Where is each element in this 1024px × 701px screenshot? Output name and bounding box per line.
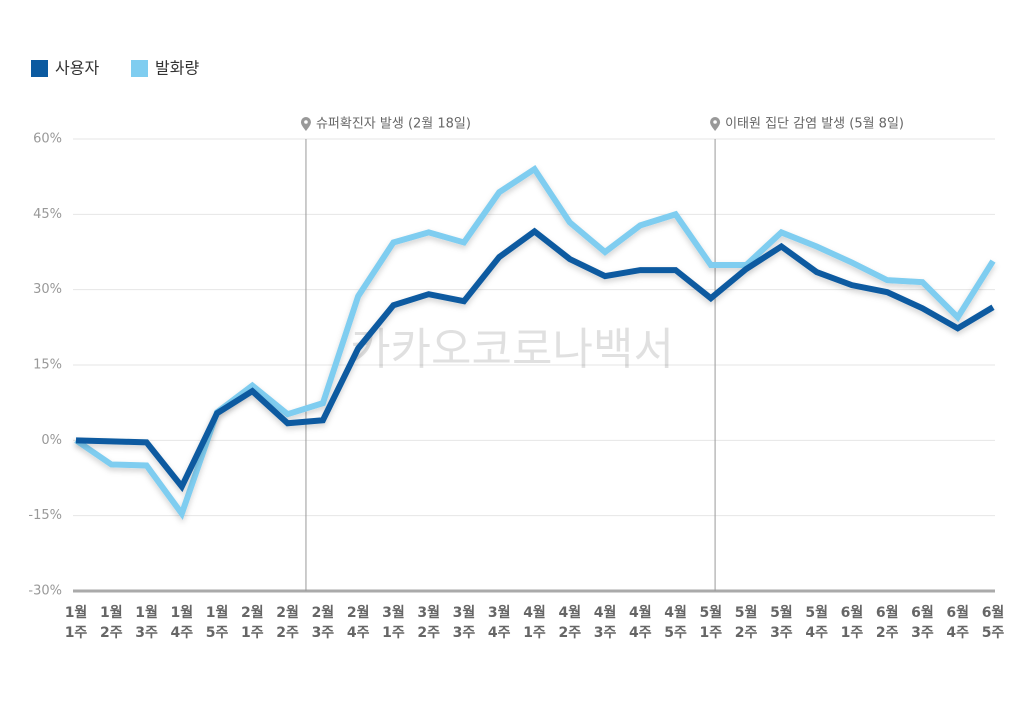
x-tick-label: 3월 [453, 604, 476, 621]
x-tick-label: 3월 [382, 604, 405, 621]
x-tick-label: 4주 [170, 625, 193, 641]
x-tick-label: 4주 [488, 625, 511, 641]
x-tick-label: 1월 [65, 604, 88, 621]
x-tick-label: 5주 [664, 625, 687, 641]
annotation-pin-hole [713, 120, 717, 124]
y-tick-label: 0% [41, 433, 62, 448]
x-tick-label: 3월 [488, 604, 511, 621]
x-tick-label: 3월 [417, 604, 440, 621]
x-tick-label: 3주 [770, 625, 793, 641]
x-tick-label: 5월 [770, 604, 793, 621]
x-tick-label: 3주 [135, 625, 158, 641]
x-tick-label: 1주 [241, 625, 264, 641]
x-tick-label: 6월 [982, 604, 1005, 621]
annotation-pin-hole [304, 120, 308, 124]
x-tick-label: 5월 [735, 604, 758, 621]
x-tick-label: 6월 [841, 604, 864, 621]
x-tick-label: 6월 [911, 604, 934, 621]
series-line [75, 227, 995, 493]
x-tick-label: 1주 [700, 625, 723, 641]
y-tick-label: -15% [28, 508, 62, 523]
x-tick-label: 5월 [805, 604, 828, 621]
x-tick-label: 2월 [312, 604, 335, 621]
watermark: 카카오코로나백서 [350, 324, 674, 375]
legend-swatch [131, 60, 148, 77]
x-tick-label: 3주 [911, 625, 934, 641]
x-tick-label: 2주 [876, 625, 899, 641]
legend-label: 사용자 [55, 59, 99, 78]
x-tick-label: 2주 [558, 625, 581, 641]
y-tick-label: 30% [33, 282, 62, 297]
x-tick-label: 4주 [805, 625, 828, 641]
annotation-pin [710, 117, 721, 131]
x-tick-label: 4월 [629, 604, 652, 621]
x-tick-label: 4월 [523, 604, 546, 621]
x-tick-label: 2주 [276, 625, 299, 641]
x-tick-label: 2월 [276, 604, 299, 621]
x-tick-label: 4주 [629, 625, 652, 641]
x-tick-label: 2주 [100, 625, 123, 641]
x-tick-label: 5주 [982, 625, 1005, 641]
x-tick-label: 2주 [417, 625, 440, 641]
x-tick-label: 6월 [876, 604, 899, 621]
x-tick-label: 4월 [664, 604, 687, 621]
annotation-label: 슈퍼확진자 발생 (2월 18일) [316, 117, 471, 132]
x-tick-label: 5월 [700, 604, 723, 621]
x-tick-label: 4주 [946, 625, 969, 641]
x-tick-label: 3주 [453, 625, 476, 641]
x-tick-label: 1월 [170, 604, 193, 621]
x-tick-label: 1주 [523, 625, 546, 641]
x-tick-label: 2월 [347, 604, 370, 621]
x-tick-label: 1월 [206, 604, 229, 621]
x-tick-label: 3주 [312, 625, 335, 641]
legend-label: 발화량 [155, 59, 199, 78]
x-tick-label: 6월 [946, 604, 969, 621]
annotation-pin [300, 117, 311, 131]
x-tick-label: 1월 [135, 604, 158, 621]
x-tick-label: 3주 [594, 625, 617, 641]
x-tick-label: 2주 [735, 625, 758, 641]
x-tick-label: 1주 [841, 625, 864, 641]
x-tick-label: 1월 [100, 604, 123, 621]
x-tick-label: 1주 [65, 625, 88, 641]
annotation-label: 이태원 집단 감염 발생 (5월 8일) [725, 117, 904, 132]
x-tick-label: 2월 [241, 604, 264, 621]
x-tick-label: 4월 [558, 604, 581, 621]
y-tick-label: -30% [28, 584, 62, 599]
y-tick-label: 60% [33, 132, 62, 147]
x-tick-label: 4주 [347, 625, 370, 641]
y-tick-label: 15% [33, 358, 62, 373]
y-tick-label: 45% [33, 207, 62, 222]
x-tick-label: 5주 [206, 625, 229, 641]
x-tick-label: 4월 [594, 604, 617, 621]
legend-swatch [31, 60, 48, 77]
x-tick-label: 1주 [382, 625, 405, 641]
